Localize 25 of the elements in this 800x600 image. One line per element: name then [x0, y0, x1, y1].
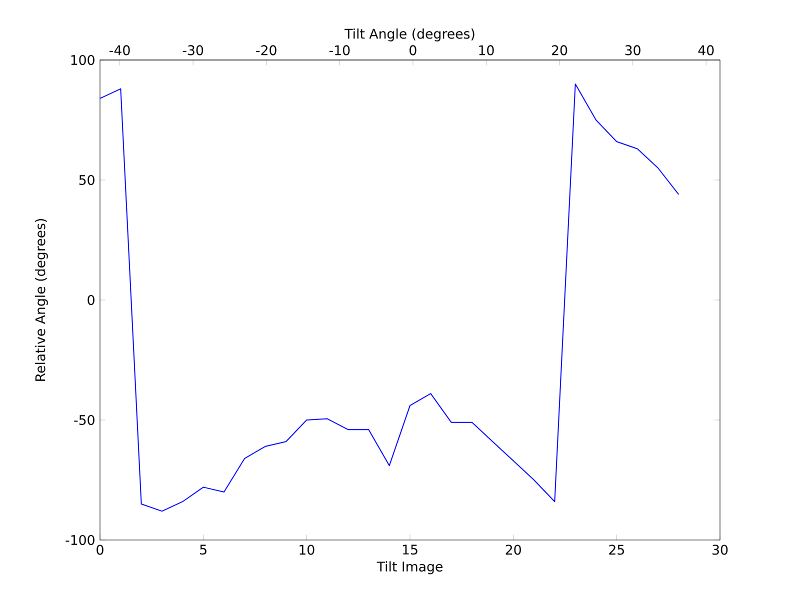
- x2-tick-label: -30: [182, 45, 204, 56]
- x2-tick-label: 10: [479, 45, 494, 56]
- y-tick-label: -100: [66, 534, 94, 546]
- x2-tick-label: -10: [329, 45, 350, 56]
- x-tick-label: 5: [200, 544, 206, 555]
- x-axis-title: Tilt Image: [376, 561, 442, 574]
- y-tick-label: -50: [74, 414, 94, 426]
- y-tick-label: 50: [79, 174, 94, 186]
- x2-tick-label: 40: [698, 45, 714, 56]
- y-tick-label: 100: [71, 54, 94, 66]
- x-tick-label: 15: [402, 544, 418, 555]
- x-tick-label: 30: [712, 544, 728, 555]
- y-tick-label: 0: [88, 294, 94, 306]
- x-tick-label: 20: [506, 544, 521, 555]
- line-series: [100, 83, 680, 512]
- x-tick-label: 10: [300, 544, 314, 555]
- x2-tick-label: 0: [410, 45, 416, 56]
- x2-tick-label: -20: [256, 45, 276, 56]
- x2-tick-label: 30: [625, 45, 640, 56]
- x2-tick-label: -40: [110, 45, 130, 56]
- x-tick-label: 0: [96, 544, 104, 555]
- x2-axis-title: Tilt Angle (degrees): [344, 28, 474, 42]
- x2-tick-label: 20: [552, 45, 568, 56]
- y-axis-title: Relative Angle (degrees): [34, 219, 48, 381]
- x-tick-label: 25: [609, 544, 624, 555]
